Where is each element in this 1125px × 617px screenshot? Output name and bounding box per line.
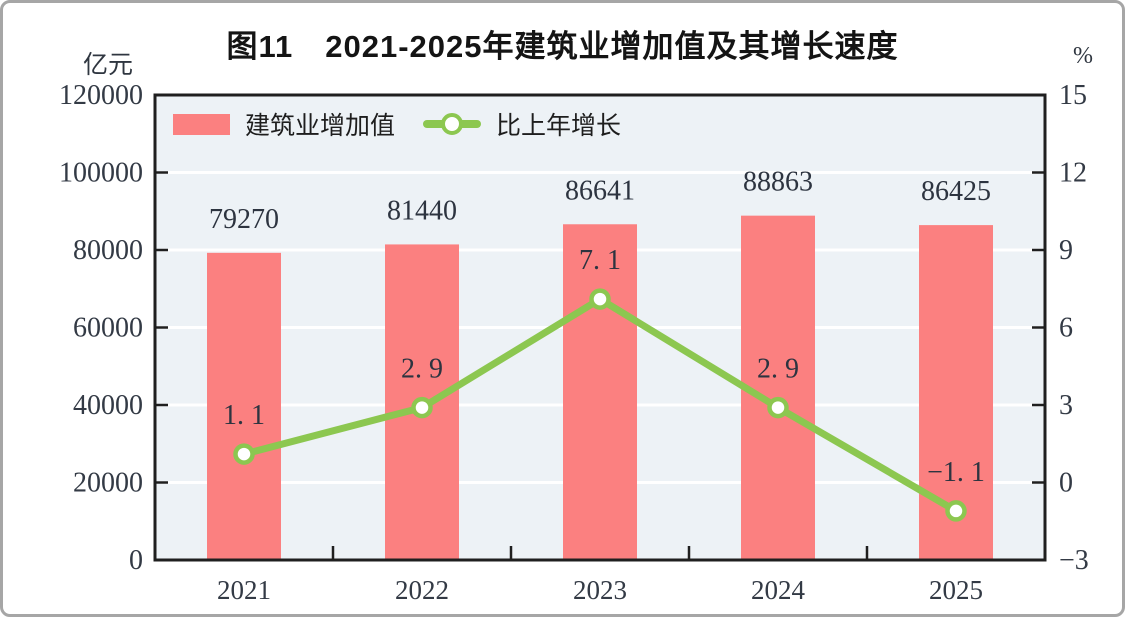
- right-axis-label-12: 12: [1059, 158, 1087, 189]
- bar-value-label-2024: 88863: [743, 167, 813, 198]
- line-point-2022: [411, 396, 433, 419]
- line-value-label-2023: 7. 1: [579, 245, 621, 276]
- bar-2023: [563, 224, 637, 561]
- bar-value-label-2021: 79270: [209, 204, 279, 235]
- x-axis-label-2024: 2024: [751, 575, 806, 605]
- x-axis-label-2025: 2025: [929, 575, 983, 605]
- bar-series-swatch: [173, 113, 230, 135]
- legend-item-bar: 建筑业增加值: [173, 106, 395, 142]
- right-axis-label-3: 3: [1059, 390, 1073, 421]
- left-axis-label-60000: 60000: [73, 313, 143, 344]
- legend-label-bar: 建筑业增加值: [245, 112, 396, 140]
- left-axis-label-120000: 120000: [59, 80, 143, 111]
- legend-label-line: 比上年增长: [496, 112, 622, 140]
- line-value-label-2025: −1. 1: [927, 457, 985, 488]
- right-axis-label--3: −3: [1059, 545, 1089, 576]
- left-axis-label-40000: 40000: [73, 390, 143, 421]
- bar-value-label-2022: 81440: [387, 195, 457, 226]
- line-point-2024: [767, 396, 789, 419]
- legend-item-line: 比上年增长: [423, 106, 621, 142]
- left-axis-label-20000: 20000: [73, 468, 143, 499]
- left-axis-label-80000: 80000: [73, 235, 143, 266]
- bar-value-label-2023: 86641: [565, 175, 635, 206]
- left-axis-label-0: 0: [129, 545, 143, 576]
- chart-title: 图11 2021-2025年建筑业增加值及其增长速度: [226, 29, 899, 64]
- x-axis-label-2023: 2023: [573, 575, 627, 605]
- line-point-2025: [945, 500, 967, 522]
- combo-chart: 79270 81440 86641 88863 86425 1. 1 2. 9 7. 1 2. …: [59, 80, 1089, 605]
- right-axis-unit: %: [1073, 43, 1093, 69]
- x-axis-label-2021: 2021: [217, 575, 271, 605]
- right-axis-label-15: 15: [1059, 80, 1087, 111]
- line-swatch-marker: [441, 113, 464, 135]
- line-point-2023: [589, 288, 611, 310]
- bar-2021: [207, 252, 281, 561]
- bar-2024: [741, 215, 815, 560]
- line-point-2021: [233, 443, 255, 465]
- line-series-swatch: [423, 112, 482, 136]
- right-axis-label-6: 6: [1059, 313, 1073, 344]
- left-axis-label-100000: 100000: [59, 158, 143, 189]
- line-value-label-2022: 2. 9: [401, 354, 443, 385]
- x-axis-label-2022: 2022: [395, 575, 449, 605]
- right-axis-label-9: 9: [1059, 235, 1073, 266]
- line-value-label-2021: 1. 1: [223, 400, 265, 431]
- left-axis-unit: 亿元: [82, 51, 133, 79]
- legend: 建筑业增加值 比上年增长: [173, 106, 621, 142]
- bar-value-label-2025: 86425: [921, 176, 991, 207]
- right-axis-label-0: 0: [1059, 468, 1073, 499]
- line-value-label-2024: 2. 9: [757, 354, 799, 385]
